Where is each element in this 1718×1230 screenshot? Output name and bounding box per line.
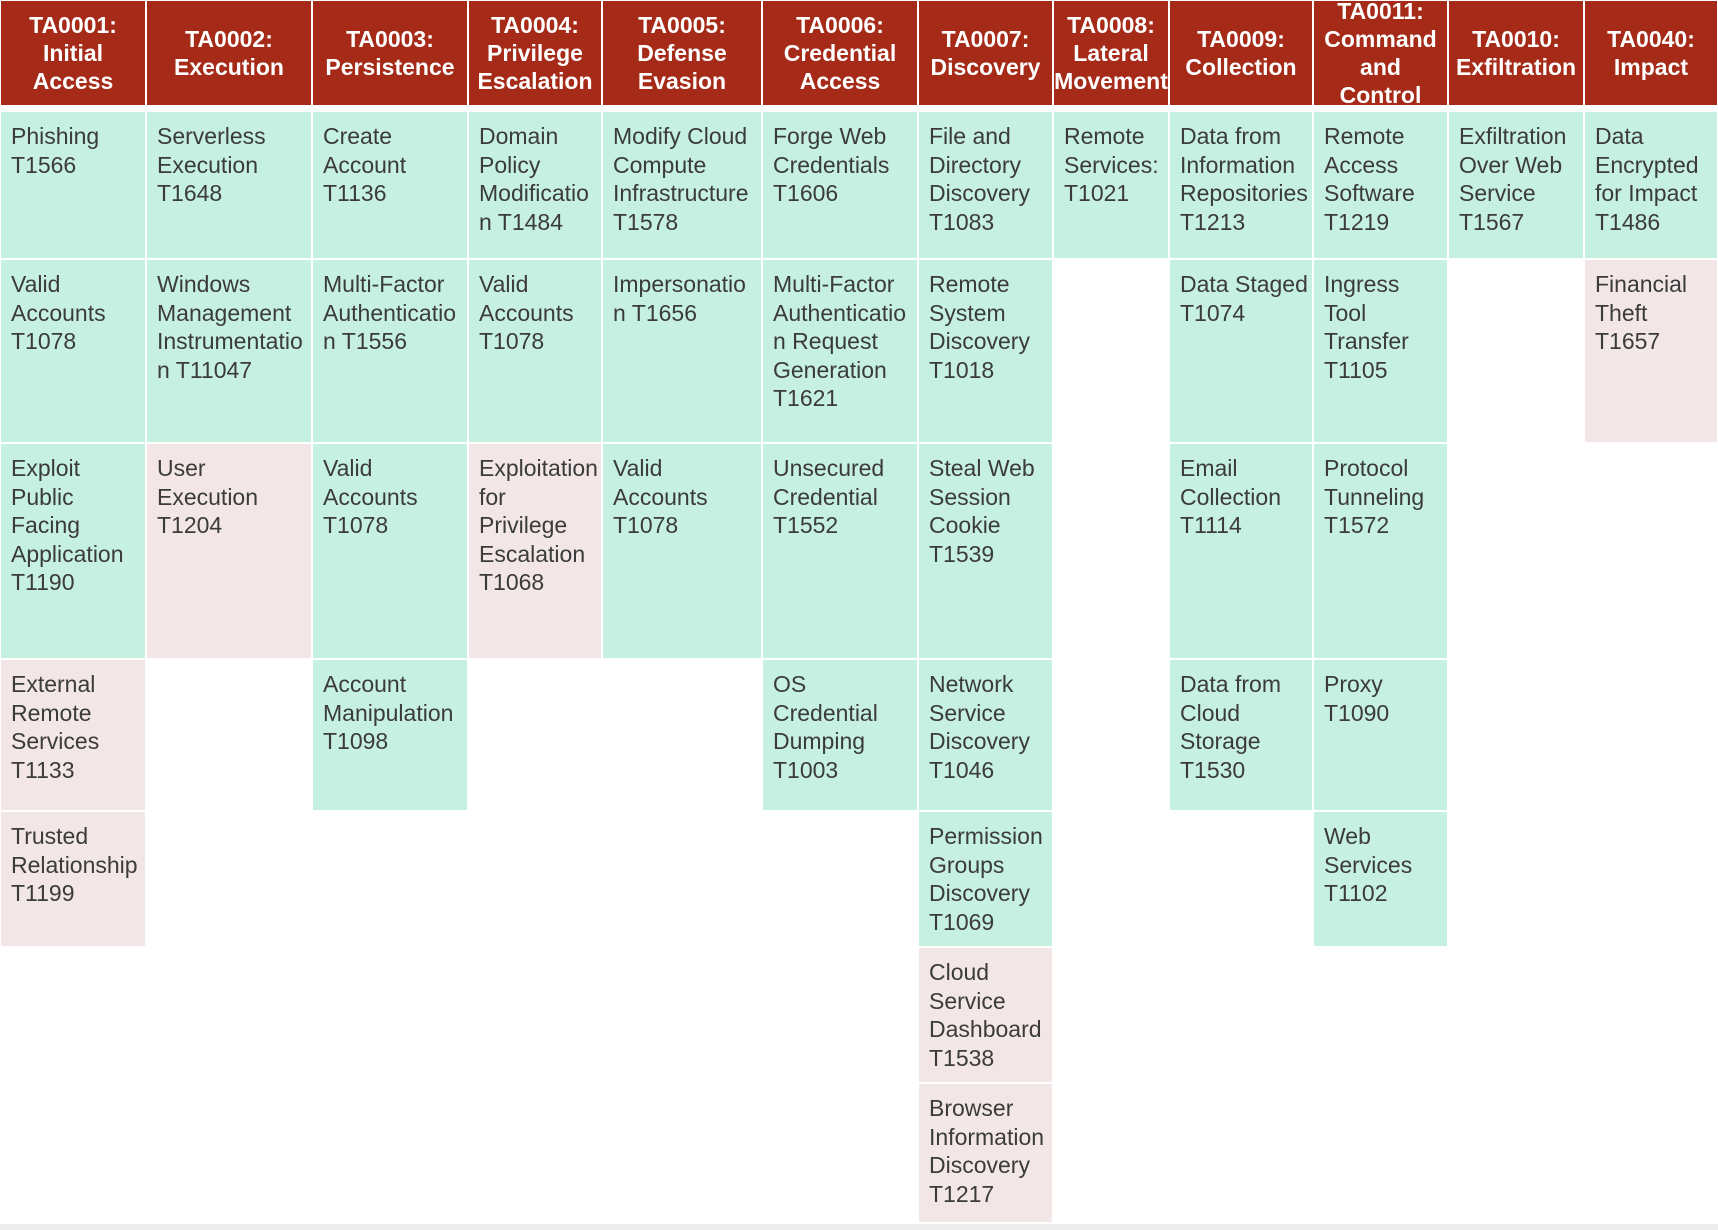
technique-cell: Windows Management Instrumentatio n T110…	[147, 260, 311, 442]
technique-cell: Remote Access Software T1219	[1314, 112, 1447, 258]
bottom-divider	[0, 1224, 1718, 1230]
technique-cell: File and Directory Discovery T1083	[919, 112, 1052, 258]
tactic-header: TA0002: Execution	[147, 1, 311, 105]
technique-cell: Steal Web Session Cookie T1539	[919, 444, 1052, 658]
tactic-header: TA0007: Discovery	[919, 1, 1052, 105]
tactic-header: TA0001: Initial Access	[1, 1, 145, 105]
technique-cell: Ingress Tool Transfer T1105	[1314, 260, 1447, 442]
technique-cell: Exfiltration Over Web Service T1567	[1449, 112, 1583, 258]
technique-cell: Unsecured Credential T1552	[763, 444, 917, 658]
technique-cell: Account Manipulation T1098	[313, 660, 467, 810]
technique-cell: Remote System Discovery T1018	[919, 260, 1052, 442]
tactic-header: TA0040: Impact	[1585, 1, 1717, 105]
technique-cell: Valid Accounts T1078	[469, 260, 601, 442]
technique-cell: Data Staged T1074	[1170, 260, 1312, 442]
tactic-header: TA0010: Exfiltration	[1449, 1, 1583, 105]
tactic-header: TA0011: Command and Control	[1314, 0, 1447, 108]
tactic-header: TA0003: Persistence	[313, 1, 467, 105]
tactic-header: TA0009: Collection	[1170, 1, 1312, 105]
tactic-header: TA0004: Privilege Escalation	[469, 1, 601, 105]
technique-cell: Trusted Relationship T1199	[1, 812, 145, 946]
technique-cell: External Remote Services T1133	[1, 660, 145, 810]
technique-cell: Multi-Factor Authenticatio n T1556	[313, 260, 467, 442]
technique-cell: Modify Cloud Compute Infrastructure T157…	[603, 112, 761, 258]
technique-cell: Serverless Execution T1648	[147, 112, 311, 258]
technique-cell: Network Service Discovery T1046	[919, 660, 1052, 810]
technique-cell: Browser Information Discovery T1217	[919, 1084, 1052, 1222]
tactic-header: TA0005: Defense Evasion	[603, 1, 761, 105]
technique-cell: Forge Web Credentials T1606	[763, 112, 917, 258]
tactic-header: TA0008: Lateral Movement	[1054, 1, 1168, 105]
technique-cell: Domain Policy Modificatio n T1484	[469, 112, 601, 258]
technique-cell: Data from Cloud Storage T1530	[1170, 660, 1312, 810]
technique-cell: Create Account T1136	[313, 112, 467, 258]
technique-cell: Valid Accounts T1078	[313, 444, 467, 658]
technique-cell: OS Credential Dumping T1003	[763, 660, 917, 810]
technique-cell: Proxy T1090	[1314, 660, 1447, 810]
technique-cell: Web Services T1102	[1314, 812, 1447, 946]
technique-cell: Financial Theft T1657	[1585, 260, 1717, 442]
technique-cell: Impersonatio n T1656	[603, 260, 761, 442]
technique-cell: Protocol Tunneling T1572	[1314, 444, 1447, 658]
technique-cell: Data from Information Repositories T1213	[1170, 112, 1312, 258]
technique-cell: Valid Accounts T1078	[603, 444, 761, 658]
technique-cell: Remote Services: T1021	[1054, 112, 1168, 258]
technique-cell: Phishing T1566	[1, 112, 145, 258]
technique-cell: Data Encrypted for Impact T1486	[1585, 112, 1717, 258]
technique-cell: Multi-Factor Authenticatio n Request Gen…	[763, 260, 917, 442]
technique-cell: Valid Accounts T1078	[1, 260, 145, 442]
tactic-header: TA0006: Credential Access	[763, 1, 917, 105]
technique-cell: Exploitation for Privilege Escalation T1…	[469, 444, 601, 658]
technique-cell: Permission Groups Discovery T1069	[919, 812, 1052, 946]
technique-cell: Cloud Service Dashboard T1538	[919, 948, 1052, 1082]
technique-cell: Exploit Public Facing Application T1190	[1, 444, 145, 658]
technique-cell: Email Collection T1114	[1170, 444, 1312, 658]
technique-cell: User Execution T1204	[147, 444, 311, 658]
